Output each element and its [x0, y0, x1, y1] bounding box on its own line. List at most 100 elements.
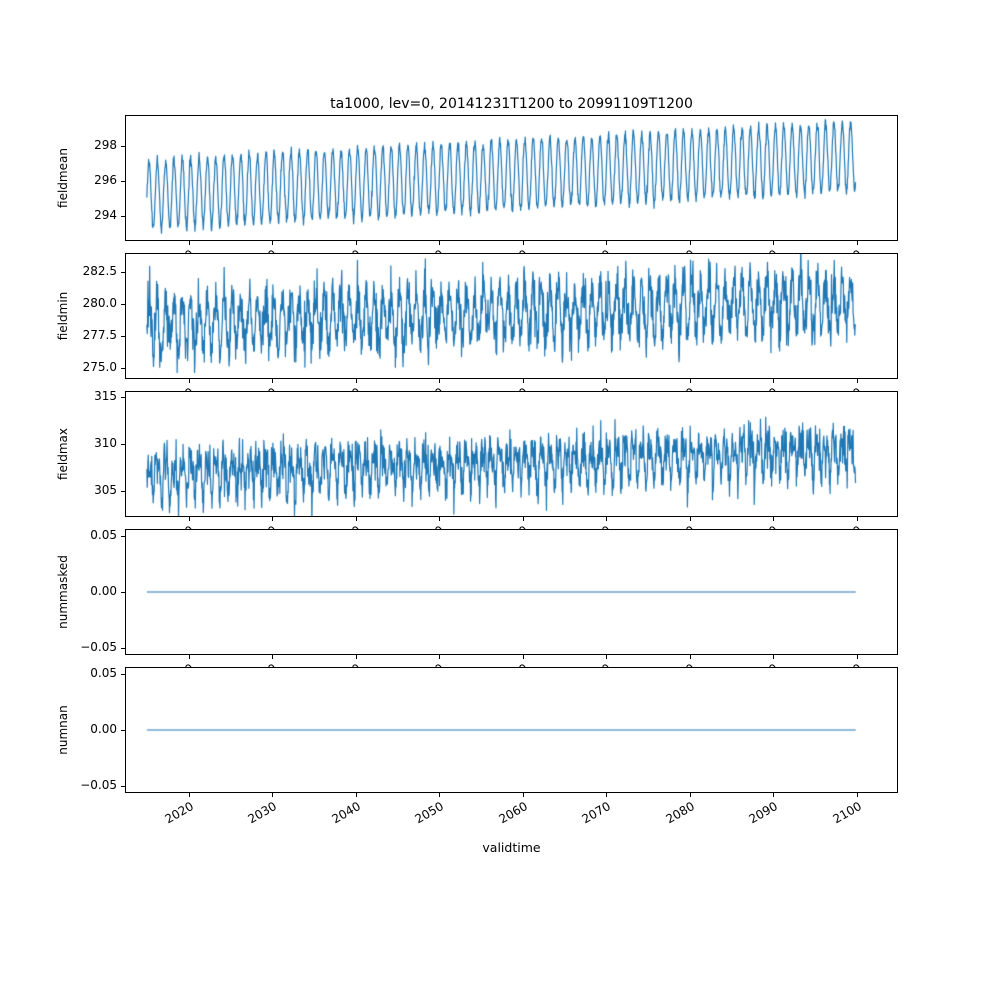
- x-tick-mark: [439, 793, 441, 797]
- x-tick-label: 2100: [830, 799, 864, 827]
- y-tick-label: 0.00: [90, 722, 117, 736]
- x-tick-mark: [773, 793, 775, 797]
- x-tick-mark: [773, 379, 775, 383]
- line-series-canvas: [126, 116, 897, 240]
- x-tick-mark: [856, 241, 858, 245]
- x-tick-mark: [689, 793, 691, 797]
- x-axis-label: validtime: [482, 840, 541, 855]
- x-tick-label: 2020: [162, 799, 196, 827]
- y-tick-mark: [121, 215, 125, 217]
- x-tick-label: 2030: [245, 799, 280, 827]
- x-tick-label: 2080: [663, 799, 697, 827]
- y-tick-mark: [121, 335, 125, 337]
- x-tick-mark: [856, 793, 858, 797]
- y-tick-mark: [121, 367, 125, 369]
- x-tick-mark: [606, 793, 608, 797]
- y-tick-labels: 275.0 277.5 280.0 282.5: [55, 253, 117, 379]
- x-tick-mark: [606, 655, 608, 659]
- x-tick-mark: [773, 241, 775, 245]
- plot-area: [125, 529, 898, 655]
- x-tick-mark: [188, 793, 190, 797]
- y-tick-label: 296: [94, 172, 117, 187]
- y-tick-label: 0.05: [90, 665, 117, 680]
- x-tick-mark: [522, 379, 524, 383]
- y-tick-mark: [121, 673, 125, 675]
- y-tick-label: 298: [94, 137, 117, 152]
- y-tick-label: 315: [94, 388, 117, 403]
- plot-area: [125, 253, 898, 379]
- x-tick-mark: [355, 241, 357, 245]
- y-tick-mark: [121, 145, 125, 147]
- chart-title: ta1000, lev=0, 20141231T1200 to 20991109…: [330, 96, 693, 112]
- x-tick-mark: [856, 655, 858, 659]
- x-tick-mark: [188, 241, 190, 245]
- x-tick-mark: [439, 241, 441, 245]
- y-tick-labels: 305 310 315: [55, 388, 117, 517]
- x-tick-mark: [856, 379, 858, 383]
- x-tick-label: 2040: [329, 799, 363, 827]
- x-tick-mark: [439, 517, 441, 521]
- x-tick-mark: [272, 241, 274, 245]
- y-tick-mark: [121, 271, 125, 273]
- y-tick-mark: [121, 730, 125, 731]
- x-tick-mark: [606, 517, 608, 521]
- line-series-canvas: [126, 668, 897, 792]
- x-tick-label: 2090: [746, 799, 781, 827]
- x-tick-label: 2060: [496, 799, 530, 827]
- x-tick-mark: [773, 517, 775, 521]
- y-tick-mark: [121, 786, 125, 788]
- x-tick-mark: [522, 241, 524, 245]
- y-tick-label: 280.0: [82, 295, 117, 310]
- x-tick-mark: [522, 655, 524, 659]
- line-series-canvas: [126, 530, 897, 654]
- x-tick-mark: [439, 379, 441, 383]
- y-tick-mark: [121, 648, 125, 650]
- x-tick-mark: [355, 655, 357, 659]
- x-tick-mark: [272, 655, 274, 659]
- x-tick-mark: [689, 241, 691, 245]
- subplot-numnan: numnan −0.05 0.00 0.05 2020 2030 2040 2050 206…: [56, 666, 898, 826]
- y-tick-labels: 294 296 298: [55, 115, 117, 241]
- y-tick-label: 305: [94, 482, 117, 497]
- x-tick-label: 2070: [579, 799, 614, 827]
- y-tick-label: −0.05: [80, 778, 117, 793]
- x-tick-mark: [355, 793, 357, 797]
- x-tick-mark: [689, 517, 691, 521]
- x-tick-mark: [272, 517, 274, 521]
- y-tick-label: 0.05: [90, 527, 117, 542]
- y-tick-mark: [121, 592, 125, 593]
- x-tick-mark: [188, 655, 190, 659]
- y-tick-mark: [121, 303, 125, 305]
- subplot-nummasked: nummasked −0.050.000.05 2020203020402050…: [56, 528, 898, 667]
- line-series-canvas: [126, 392, 897, 516]
- x-tick-mark: [606, 241, 608, 245]
- x-tick-mark: [522, 793, 524, 797]
- y-tick-label: 294: [94, 207, 117, 222]
- x-tick-mark: [188, 379, 190, 383]
- y-tick-label: 277.5: [82, 327, 117, 342]
- x-tick-mark: [355, 517, 357, 521]
- x-tick-mark: [272, 379, 274, 383]
- y-tick-mark: [121, 180, 125, 182]
- x-tick-mark: [689, 379, 691, 383]
- y-tick-mark: [121, 396, 125, 398]
- y-tick-mark: [121, 443, 125, 445]
- x-tick-mark: [522, 517, 524, 521]
- x-tick-mark: [773, 655, 775, 659]
- line-series-canvas: [126, 254, 897, 378]
- y-tick-label: 282.5: [82, 263, 117, 278]
- plot-area: [125, 667, 898, 793]
- y-tick-mark: [121, 490, 125, 492]
- y-tick-mark: [121, 535, 125, 537]
- y-tick-label: −0.05: [80, 640, 117, 655]
- x-tick-mark: [606, 379, 608, 383]
